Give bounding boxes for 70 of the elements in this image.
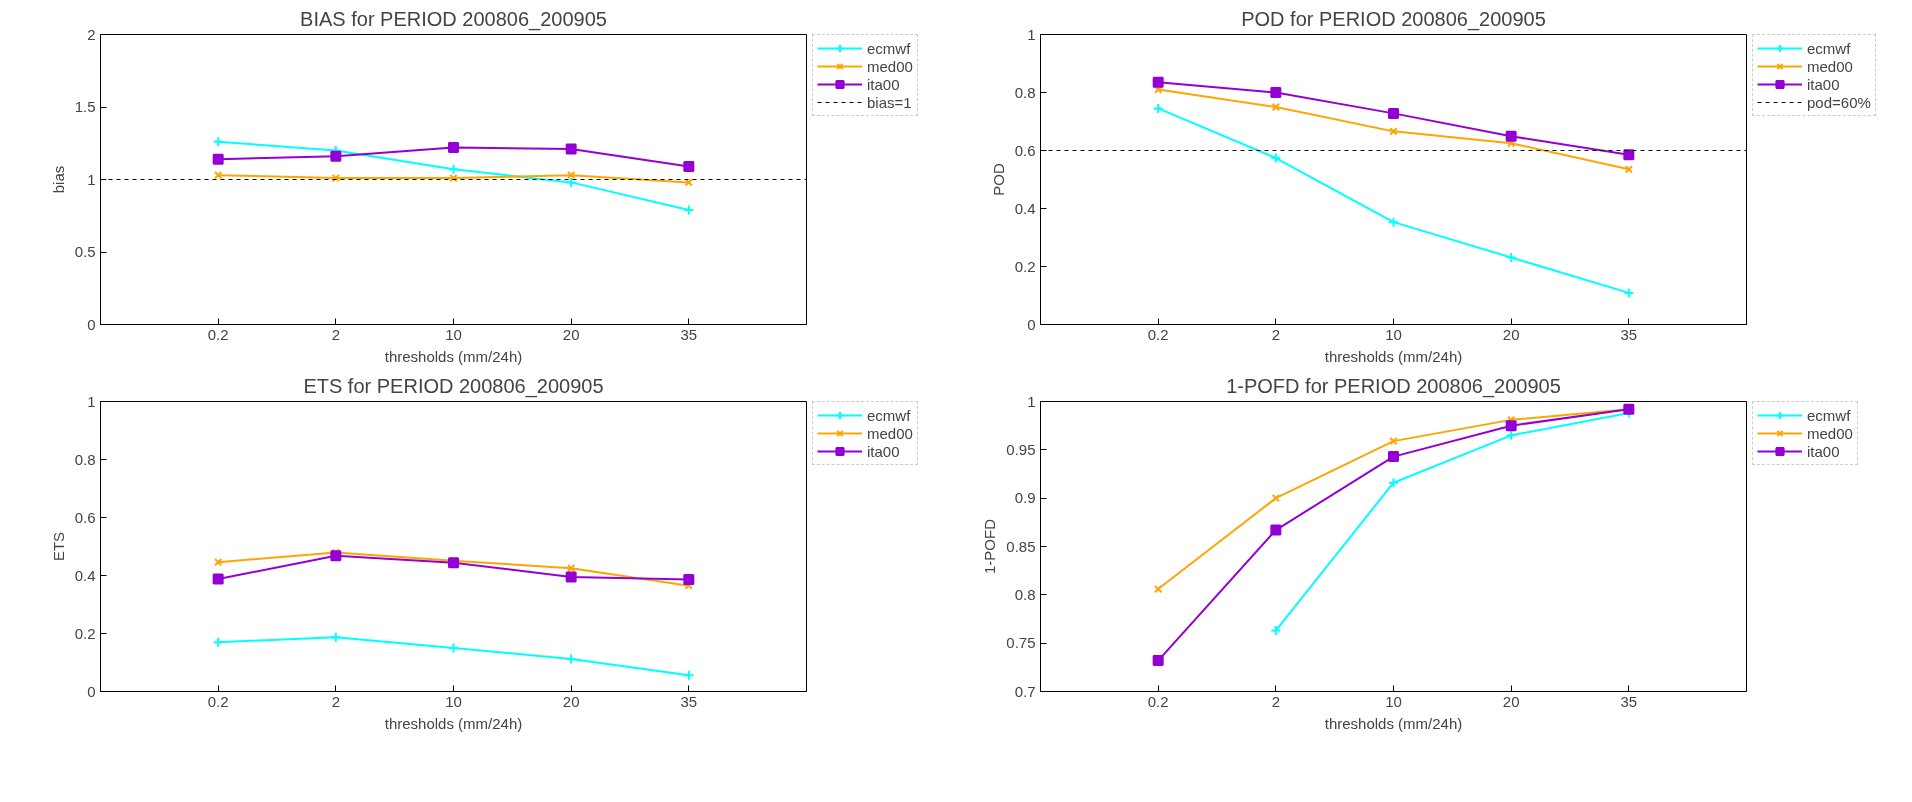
x-axis-title: thresholds (mm/24h)	[1324, 714, 1463, 732]
y-tick-label: 0.8	[1014, 83, 1036, 101]
y-axis-title: 1-POFD	[981, 518, 999, 574]
y-tick-label: 1	[87, 170, 96, 188]
y-tick-label: 0.6	[1014, 141, 1036, 159]
x-tick-label: 20	[562, 325, 580, 343]
y-tick-label: 0.75	[1006, 634, 1036, 652]
y-tick-label: 0.4	[74, 566, 96, 584]
y-axis-title: POD	[989, 163, 1007, 196]
legend-label: ita00	[867, 75, 900, 93]
x-tick-label: 2	[331, 692, 341, 710]
x-tick-label: 10	[445, 325, 462, 343]
legend-label: ecmwf	[867, 39, 911, 57]
x-tick-label: 2	[1271, 692, 1281, 710]
y-tick-label: 0.8	[74, 450, 96, 468]
x-tick-label: 20	[1502, 325, 1520, 343]
x-tick-label: 20	[562, 692, 580, 710]
legend-label: pod=60%	[1807, 93, 1871, 111]
x-axis-title: thresholds (mm/24h)	[1324, 347, 1463, 365]
legend-label: ecmwf	[867, 406, 911, 424]
y-tick-label: 0.9	[1014, 489, 1036, 507]
y-tick-label: 0.6	[74, 508, 96, 526]
y-tick-label: 1	[1027, 392, 1036, 410]
legend-label: ita00	[1807, 75, 1840, 93]
chart-title: BIAS for PERIOD 200806_200905	[300, 7, 607, 31]
chart-title: POD for PERIOD 200806_200905	[1241, 7, 1546, 31]
y-tick-label: 0.85	[1006, 537, 1036, 555]
x-tick-label: 0.2	[1147, 692, 1169, 710]
legend-label: ita00	[1807, 442, 1840, 460]
x-axis-title: thresholds (mm/24h)	[384, 714, 523, 732]
y-axis-title: ETS	[49, 531, 67, 562]
y-tick-label: 0.5	[74, 243, 96, 260]
y-tick-label: 2	[87, 25, 96, 43]
x-axis-title: thresholds (mm/24h)	[384, 347, 523, 365]
y-tick-label: 0.2	[74, 624, 96, 642]
x-tick-label: 0.2	[1147, 325, 1169, 343]
legend-label: ecmwf	[1807, 406, 1851, 424]
y-tick-label: 0.95	[1006, 440, 1036, 458]
chart-title: ETS for PERIOD 200806_200905	[303, 374, 604, 398]
x-tick-label: 2	[331, 325, 341, 343]
legend-label: med00	[867, 424, 913, 442]
y-tick-label: 1	[87, 392, 96, 410]
legend-label: ita00	[867, 442, 900, 460]
legend-label: bias=1	[867, 93, 912, 111]
x-tick-label: 0.2	[207, 325, 229, 343]
y-tick-label: 0.8	[1014, 585, 1036, 603]
legend-label: med00	[1807, 57, 1853, 75]
y-tick-label: 0.2	[1014, 257, 1036, 275]
x-tick-label: 0.2	[207, 692, 229, 710]
x-tick-label: 20	[1502, 692, 1520, 710]
x-tick-label: 35	[680, 692, 698, 710]
y-tick-label: 0.7	[1014, 682, 1036, 700]
legend-label: ecmwf	[1807, 39, 1851, 57]
y-tick-label: 1	[1027, 25, 1036, 43]
chart-title: 1-POFD for PERIOD 200806_200905	[1226, 374, 1561, 398]
legend-label: med00	[867, 57, 913, 75]
y-tick-label: 0	[87, 682, 96, 700]
y-tick-label: 0.4	[1014, 199, 1036, 217]
x-tick-label: 10	[445, 692, 462, 710]
x-tick-label: 35	[680, 325, 698, 343]
x-tick-label: 2	[1271, 325, 1281, 343]
x-tick-label: 35	[1620, 692, 1638, 710]
y-tick-label: 1.5	[74, 98, 96, 115]
x-tick-label: 10	[1385, 692, 1402, 710]
legend-label: med00	[1807, 424, 1853, 442]
x-tick-label: 35	[1620, 325, 1638, 343]
y-tick-label: 0	[1027, 315, 1036, 333]
y-axis-title: bias	[49, 165, 67, 194]
y-tick-label: 0	[87, 315, 96, 333]
x-tick-label: 10	[1385, 325, 1402, 343]
